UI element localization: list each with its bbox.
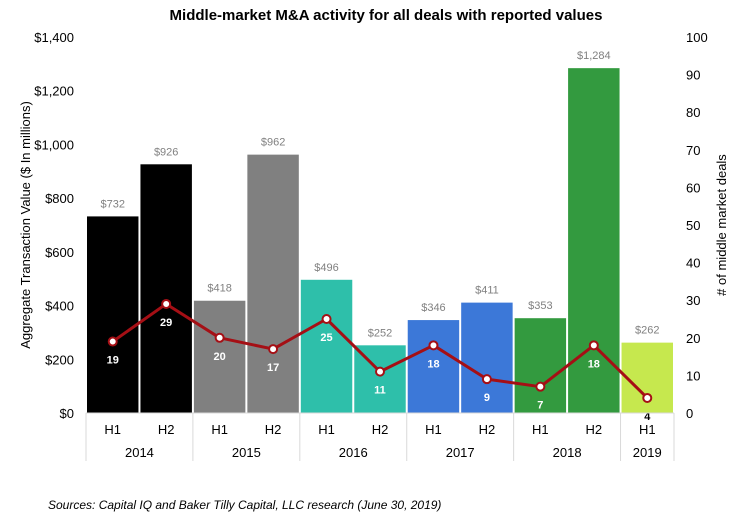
secondary-y-tick-label: 40 xyxy=(686,256,700,271)
deal-count-point xyxy=(268,344,279,355)
y-axis-title: Aggregate Transaction Value ($ In millio… xyxy=(18,101,33,349)
x-tick-label: H2 xyxy=(158,422,175,437)
deal-count-label: 25 xyxy=(320,332,332,344)
deal-count-labels: 19 29 20 17 25 11 18 9 7 18 4 xyxy=(107,317,652,423)
x-tick-label: H2 xyxy=(586,422,603,437)
bar xyxy=(407,320,460,413)
deal-count-point xyxy=(428,340,439,351)
bar-value-label: $353 xyxy=(528,300,552,312)
bar-value-label: $252 xyxy=(368,327,392,339)
secondary-y-axis-title: # of middle market deals xyxy=(714,154,729,296)
x-tick-label: H2 xyxy=(372,422,389,437)
deal-count-label: 19 xyxy=(107,355,119,367)
y-tick-label: $0 xyxy=(60,406,74,421)
deal-count-point xyxy=(375,366,385,377)
deal-count-point xyxy=(481,374,492,385)
year-label: 2015 xyxy=(232,445,261,460)
y-tick-label: $1,200 xyxy=(34,84,74,99)
y-tick-label: $800 xyxy=(45,191,74,206)
secondary-y-tick-label: 100 xyxy=(686,30,708,45)
secondary-y-tick-label: 50 xyxy=(686,218,700,233)
deal-count-label: 18 xyxy=(588,358,600,370)
deal-count-point xyxy=(588,340,599,351)
bar-value-label: $1,284 xyxy=(577,50,611,62)
bar xyxy=(140,164,192,413)
bar xyxy=(461,302,513,413)
deal-count-point xyxy=(161,298,172,309)
y-tick-label: $1,000 xyxy=(34,137,74,152)
deal-count-label: 11 xyxy=(374,385,386,397)
x-tick-label: H1 xyxy=(425,422,442,437)
bar xyxy=(300,279,353,413)
bar-value-label: $496 xyxy=(314,262,338,274)
year-label: 2014 xyxy=(125,445,154,460)
deal-count-point xyxy=(107,336,118,347)
bar-value-label: $411 xyxy=(475,285,499,297)
x-tick-label: H1 xyxy=(318,422,335,437)
secondary-y-tick-label: 20 xyxy=(686,331,700,346)
year-label: 2018 xyxy=(553,445,582,460)
bar xyxy=(514,318,567,413)
x-tick-label: H1 xyxy=(211,422,228,437)
x-tick-label: H1 xyxy=(532,422,549,437)
secondary-y-tick-label: 30 xyxy=(686,293,700,308)
deal-count-label: 4 xyxy=(644,411,651,423)
secondary-y-tick-label: 80 xyxy=(686,105,700,120)
deal-count-point xyxy=(535,381,546,392)
bar-value-label: $962 xyxy=(261,137,285,149)
y-axis-ticks: $0 $200 $400 $600 $800 $1,000 $1,200 $1,400 xyxy=(34,30,74,421)
x-tick-label: H1 xyxy=(639,422,656,437)
bar xyxy=(193,300,246,413)
secondary-y-tick-label: 0 xyxy=(686,406,693,421)
secondary-y-tick-label: 70 xyxy=(686,143,700,158)
y-tick-label: $1,400 xyxy=(34,30,74,45)
deal-count-label: 9 xyxy=(484,392,490,404)
x-tick-label: H1 xyxy=(104,422,121,437)
deal-count-label: 17 xyxy=(267,362,279,374)
deal-count-label: 18 xyxy=(427,358,439,370)
bar-value-label: $262 xyxy=(635,325,659,337)
secondary-y-tick-label: 10 xyxy=(686,368,700,383)
y-tick-label: $600 xyxy=(45,245,74,260)
bar-value-label: $346 xyxy=(421,302,445,314)
y-tick-label: $400 xyxy=(45,299,74,314)
secondary-y-tick-label: 90 xyxy=(686,68,700,83)
bar-value-labels: $732 $926 $418 $962 $496 $252 $346 $411 $353 $1,2… xyxy=(100,50,659,339)
deal-count-points xyxy=(107,298,653,403)
secondary-y-axis-ticks: 0 10 20 30 40 50 60 70 80 90 100 xyxy=(686,30,708,421)
chart-title: Middle-market M&A activity for all deals… xyxy=(170,7,603,24)
bar xyxy=(568,68,620,413)
x-tick-label: H2 xyxy=(479,422,496,437)
deal-count-label: 7 xyxy=(537,400,543,412)
bars xyxy=(87,68,673,414)
x-axis: H1 H2 H1 H2 H1 H2 H1 H2 H1 H2 H1 2014 2015 2016 2017 20… xyxy=(85,412,675,461)
year-label: 2017 xyxy=(446,445,475,460)
bar-value-label: $732 xyxy=(100,198,124,210)
bar xyxy=(247,154,299,414)
deal-count-label: 29 xyxy=(160,317,172,329)
deal-count-label: 20 xyxy=(214,351,226,363)
deal-count-point xyxy=(214,332,225,343)
bar xyxy=(87,216,139,413)
year-label: 2016 xyxy=(339,445,368,460)
source-note: Sources: Capital IQ and Baker Tilly Capi… xyxy=(48,498,441,512)
x-tick-label: H2 xyxy=(265,422,282,437)
y-tick-label: $200 xyxy=(45,352,74,367)
deal-count-point xyxy=(321,314,332,324)
year-label: 2019 xyxy=(633,445,662,460)
secondary-y-tick-label: 60 xyxy=(686,180,700,195)
deal-count-point xyxy=(642,392,653,403)
bar-value-label: $418 xyxy=(207,283,231,295)
bar-value-label: $926 xyxy=(154,146,178,158)
